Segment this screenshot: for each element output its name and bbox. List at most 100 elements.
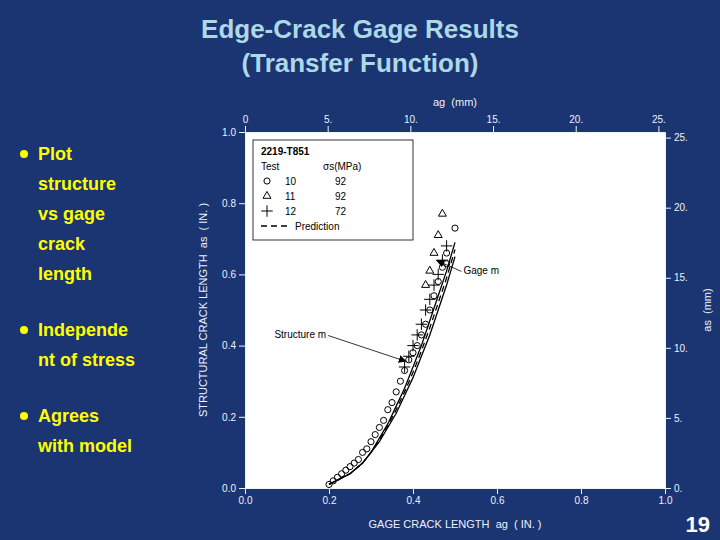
- plot-background: [245, 132, 665, 488]
- tick-label: 25.: [674, 132, 688, 143]
- tick-mark: [239, 132, 245, 133]
- legend-symbol: [261, 205, 272, 216]
- tick-label: 5.: [324, 114, 332, 125]
- annotation-text: Structure m: [274, 329, 326, 340]
- bullet-marker: [20, 150, 28, 158]
- y-axis: 0.00.20.40.60.81.0: [222, 127, 245, 494]
- tick: 0.8: [575, 488, 589, 506]
- tick-label: 0: [243, 114, 249, 125]
- axis-line: [246, 132, 666, 133]
- data-point: [399, 361, 410, 372]
- data-point: [368, 439, 374, 445]
- tick: 0.0: [222, 483, 245, 494]
- tick-mark: [413, 488, 414, 494]
- tick: 1.0: [659, 488, 673, 506]
- legend-text: 92: [335, 191, 347, 202]
- tick-mark: [329, 488, 330, 494]
- tick: 5.: [665, 413, 682, 424]
- data-point: [437, 254, 448, 265]
- x2-axis: 05.10.15.20.25.: [243, 114, 666, 133]
- subtitle: (Transfer Function): [242, 48, 479, 78]
- tick-label: 0.2: [323, 495, 337, 506]
- data-point: [430, 248, 438, 255]
- axis-line: [245, 133, 246, 489]
- tick-mark: [239, 274, 245, 275]
- tick: 0.4: [407, 488, 421, 506]
- tick: 20.: [569, 114, 583, 132]
- data-point: [364, 446, 370, 452]
- legend-symbol: [263, 191, 271, 198]
- tick-label: 5.: [674, 413, 682, 424]
- axis-line: [246, 488, 666, 489]
- data-point: [441, 240, 452, 251]
- tick-mark: [493, 126, 494, 132]
- data-point: [393, 389, 399, 395]
- tick-label: 0.4: [407, 495, 421, 506]
- data-point: [431, 293, 437, 299]
- annotation-text: Gage m: [463, 265, 499, 276]
- tick: 0.8: [222, 198, 245, 209]
- tick: 5.: [324, 114, 332, 132]
- tick-label: 0.6: [491, 495, 505, 506]
- legend-text: 12: [285, 206, 297, 217]
- x2-axis-title: ag (mm): [433, 96, 477, 108]
- data-point: [397, 378, 403, 384]
- tick-label: 1.0: [222, 127, 236, 138]
- data-point: [403, 351, 414, 362]
- tick: 0.2: [222, 412, 245, 423]
- legend-text: 11: [285, 191, 296, 202]
- data-point: [426, 266, 434, 273]
- tick-label: 0.: [674, 483, 682, 494]
- tick-mark: [576, 126, 577, 132]
- data-point: [411, 329, 422, 340]
- slide: Edge-Crack Gage Results (Transfer Functio…: [0, 0, 720, 540]
- data-point: [407, 340, 418, 351]
- data-point: [334, 474, 340, 480]
- tick: 0.0: [239, 488, 253, 506]
- data-point: [339, 471, 345, 477]
- data-point: [355, 456, 361, 462]
- tick-label: 0.0: [222, 483, 236, 494]
- tick: 15.: [487, 114, 501, 132]
- tick-label: 15.: [674, 272, 688, 283]
- data-point: [326, 481, 332, 487]
- tick-label: 0.8: [575, 495, 589, 506]
- tick-mark: [328, 126, 329, 132]
- y2-axis: 0. 5. 10. 15. 20. 25.: [665, 132, 688, 493]
- legend-header: Test: [261, 161, 280, 172]
- tick-mark: [665, 348, 671, 349]
- axis-line: [665, 133, 666, 489]
- tick-label: 0.8: [222, 198, 236, 209]
- tick-label: 10.: [404, 114, 418, 125]
- tick-mark: [245, 126, 246, 132]
- data-point: [452, 225, 458, 231]
- annotations: Structure m Gage m: [274, 260, 499, 361]
- data-point: [381, 417, 387, 423]
- data-point: [343, 467, 349, 473]
- tick-mark: [239, 203, 245, 204]
- tick: 25.: [665, 132, 688, 143]
- tick-mark: [665, 418, 671, 419]
- tick-mark: [665, 138, 671, 139]
- tick-mark: [410, 126, 411, 132]
- tick: 0: [243, 114, 249, 132]
- tick-mark: [239, 417, 245, 418]
- tick-label: 15.: [487, 114, 501, 125]
- annotation-arrow: [328, 335, 407, 361]
- y2-axis-title: as (mm): [701, 288, 713, 331]
- title: Edge-Crack Gage Results: [201, 14, 519, 44]
- tick-label: 20.: [674, 202, 688, 213]
- tick-label: 10.: [674, 343, 688, 354]
- data-point: [424, 294, 435, 305]
- series-line: [329, 249, 455, 484]
- tick: 0.: [665, 483, 682, 494]
- tick: 15.: [665, 272, 688, 283]
- legend-text: 72: [335, 206, 347, 217]
- tick-mark: [581, 488, 582, 494]
- bullet-text: length: [38, 264, 92, 284]
- legend-symbol: [264, 178, 270, 184]
- tick-label: 0.2: [222, 412, 236, 423]
- bullet-text: structure: [38, 174, 116, 194]
- tick: 0.4: [222, 340, 245, 351]
- data-point: [422, 281, 430, 288]
